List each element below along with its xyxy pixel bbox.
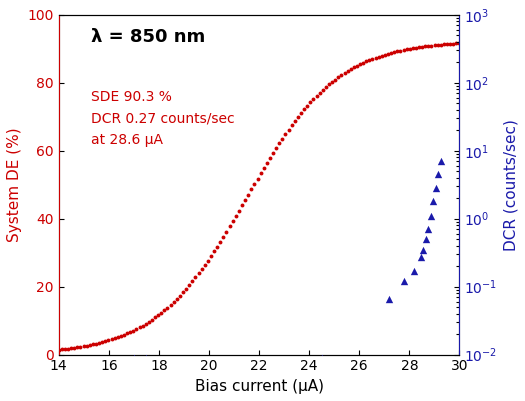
Point <box>416 254 425 261</box>
Point <box>419 247 427 253</box>
Y-axis label: DCR (counts/sec): DCR (counts/sec) <box>503 119 518 251</box>
Point <box>432 185 440 192</box>
Y-axis label: System DE (%): System DE (%) <box>7 128 22 242</box>
Point <box>426 213 435 219</box>
Text: λ = 850 nm: λ = 850 nm <box>91 28 205 47</box>
Point <box>142 354 151 361</box>
Point <box>436 158 445 164</box>
Point <box>434 171 443 178</box>
Point <box>424 226 433 233</box>
Point <box>318 354 326 361</box>
Text: SDE 90.3 %
DCR 0.27 counts/sec
at 28.6 μA: SDE 90.3 % DCR 0.27 counts/sec at 28.6 μ… <box>91 89 235 147</box>
Point <box>410 268 418 274</box>
Point <box>385 296 394 303</box>
X-axis label: Bias current (μA): Bias current (μA) <box>195 379 323 394</box>
Point <box>429 198 437 205</box>
Point <box>422 236 430 242</box>
Point <box>130 354 138 361</box>
Point <box>400 278 408 284</box>
